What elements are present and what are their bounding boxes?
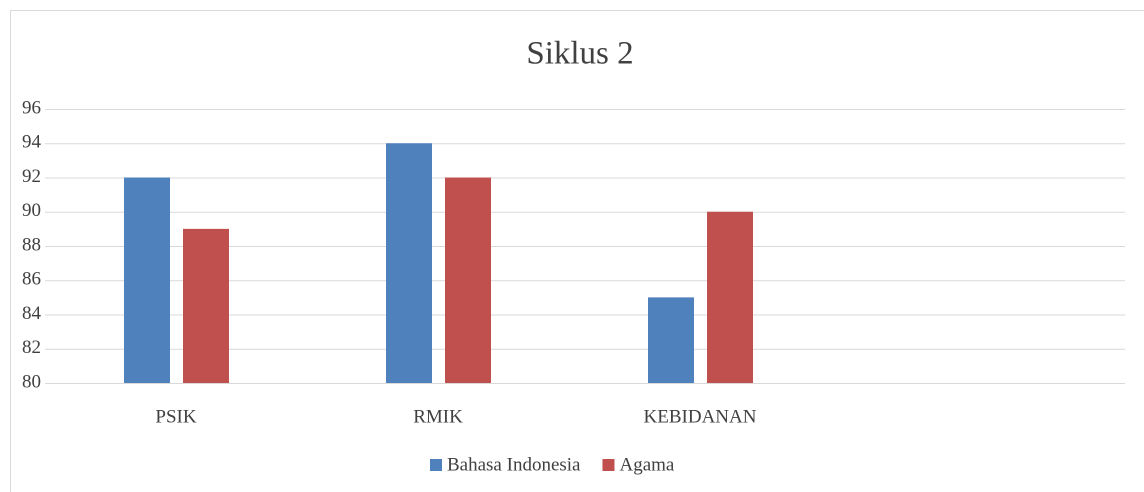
y-tick-label: 82 — [22, 337, 41, 358]
legend-label: Bahasa Indonesia — [447, 454, 581, 475]
legend-label: Agama — [619, 454, 674, 475]
bar — [445, 177, 491, 383]
y-tick-label: 88 — [22, 234, 41, 255]
bar — [124, 177, 170, 383]
y-tick-label: 94 — [22, 132, 42, 153]
bar — [648, 297, 694, 383]
bar — [707, 211, 753, 383]
y-tick-label: 96 — [22, 97, 41, 118]
x-tick-label: PSIK — [155, 406, 196, 427]
y-tick-label: 92 — [22, 166, 41, 187]
bar — [386, 143, 432, 383]
x-tick-label: RMIK — [413, 406, 463, 427]
y-tick-label: 90 — [22, 200, 41, 221]
legend-swatch — [602, 459, 615, 471]
x-tick-label: KEBIDANAN — [644, 406, 757, 427]
y-tick-label: 84 — [22, 303, 42, 324]
y-tick-label: 86 — [22, 269, 41, 290]
legend-swatch — [430, 459, 442, 471]
y-tick-label: 80 — [22, 371, 41, 392]
chart-title: Siklus 2 — [526, 36, 633, 72]
bar — [183, 228, 229, 383]
